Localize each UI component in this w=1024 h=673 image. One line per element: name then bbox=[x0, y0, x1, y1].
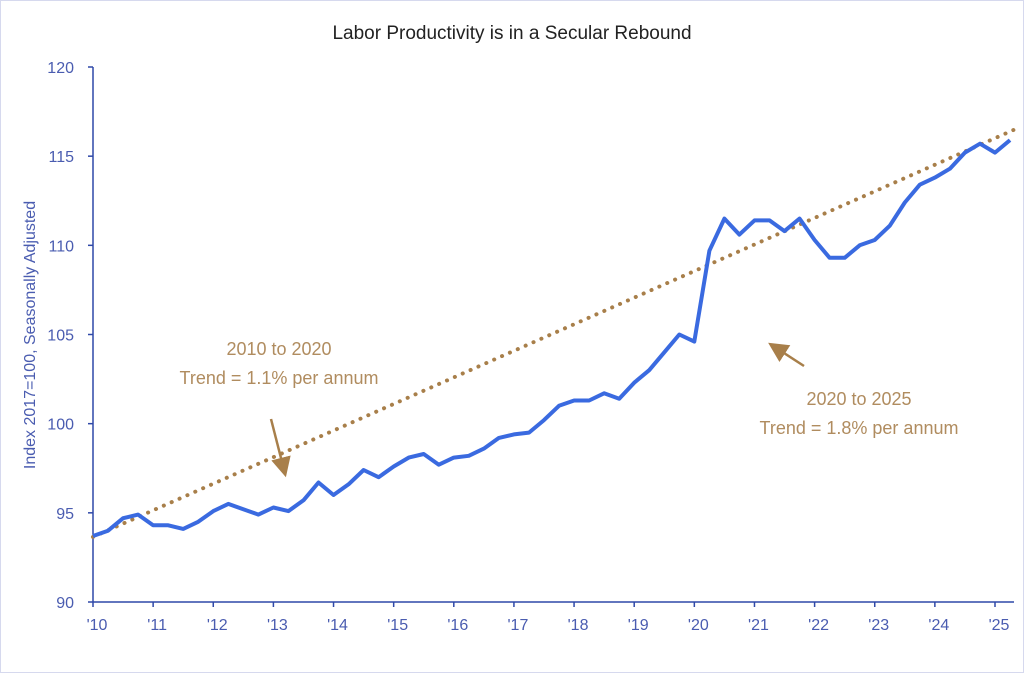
y-tick-label: 120 bbox=[47, 60, 74, 77]
axes: 90 95 100 105 110 115 120 '10 '11 '12 '13 '14 '15 '16… bbox=[47, 60, 1014, 634]
y-tick-label: 110 bbox=[48, 238, 74, 255]
x-tick-label: '23 bbox=[868, 617, 889, 634]
y-tick-label: 115 bbox=[48, 149, 74, 166]
y-tick-label: 100 bbox=[47, 417, 74, 434]
y-tick-label: 90 bbox=[56, 595, 74, 612]
productivity-line bbox=[92, 138, 1012, 538]
x-tick-label: '22 bbox=[808, 617, 829, 634]
x-tick-label: '11 bbox=[147, 617, 167, 634]
annotation-1-arrow bbox=[269, 418, 291, 478]
x-tick-label: '17 bbox=[508, 617, 529, 634]
annotation-1-title: 2010 to 2020 bbox=[226, 339, 331, 359]
y-axis-label: Index 2017=100, Seasonally Adjusted bbox=[22, 201, 39, 469]
x-tick-label: '19 bbox=[628, 617, 649, 634]
x-tick-label: '15 bbox=[387, 617, 408, 634]
x-tick-label: '25 bbox=[989, 617, 1010, 634]
x-tick-label: '12 bbox=[207, 617, 228, 634]
annotation-2-arrow bbox=[768, 342, 805, 368]
annotation-1-trend: Trend = 1.1% per annum bbox=[180, 368, 379, 388]
x-tick-label: '10 bbox=[87, 617, 108, 634]
y-tick-label: 105 bbox=[47, 328, 74, 345]
x-tick-label: '24 bbox=[928, 617, 949, 634]
x-tick-label: '20 bbox=[688, 617, 709, 634]
annotations: 2010 to 2020 Trend = 1.1% per annum 2020 t… bbox=[180, 339, 959, 478]
x-tick-label: '16 bbox=[447, 617, 468, 634]
annotation-2-title: 2020 to 2025 bbox=[806, 389, 911, 409]
x-tick-label: '21 bbox=[748, 617, 769, 634]
annotation-2-trend: Trend = 1.8% per annum bbox=[760, 418, 959, 438]
x-tick-label: '18 bbox=[568, 617, 589, 634]
y-tick-label: 95 bbox=[56, 506, 74, 523]
chart-title: Labor Productivity is in a Secular Rebou… bbox=[332, 23, 691, 44]
trend-line bbox=[91, 127, 1017, 539]
series bbox=[91, 127, 1017, 539]
x-tick-label: '13 bbox=[267, 617, 288, 634]
x-tick-label: '14 bbox=[327, 617, 348, 634]
